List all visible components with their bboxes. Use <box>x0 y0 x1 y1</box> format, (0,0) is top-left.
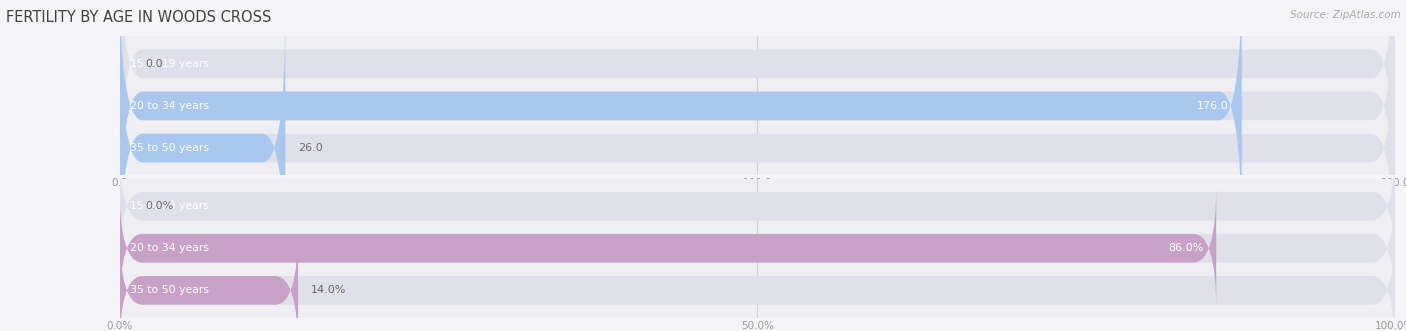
Text: 0.0: 0.0 <box>145 59 163 69</box>
FancyBboxPatch shape <box>120 0 1241 243</box>
Text: Source: ZipAtlas.com: Source: ZipAtlas.com <box>1289 10 1400 20</box>
FancyBboxPatch shape <box>120 229 1395 331</box>
Text: 14.0%: 14.0% <box>311 285 346 295</box>
Text: 15 to 19 years: 15 to 19 years <box>129 201 208 211</box>
Text: 176.0: 176.0 <box>1198 101 1229 111</box>
Text: 15 to 19 years: 15 to 19 years <box>129 59 208 69</box>
FancyBboxPatch shape <box>120 11 285 285</box>
Text: 20 to 34 years: 20 to 34 years <box>129 101 208 111</box>
Text: 0.0%: 0.0% <box>145 201 173 211</box>
FancyBboxPatch shape <box>120 187 1216 310</box>
FancyBboxPatch shape <box>120 187 1395 310</box>
FancyBboxPatch shape <box>120 0 1395 201</box>
FancyBboxPatch shape <box>120 145 1395 268</box>
FancyBboxPatch shape <box>120 0 1395 243</box>
FancyBboxPatch shape <box>120 11 1395 285</box>
Text: 20 to 34 years: 20 to 34 years <box>129 243 208 253</box>
Text: 35 to 50 years: 35 to 50 years <box>129 285 208 295</box>
Text: 35 to 50 years: 35 to 50 years <box>129 143 208 153</box>
Text: 26.0: 26.0 <box>298 143 323 153</box>
Text: 86.0%: 86.0% <box>1168 243 1204 253</box>
FancyBboxPatch shape <box>120 229 298 331</box>
Text: FERTILITY BY AGE IN WOODS CROSS: FERTILITY BY AGE IN WOODS CROSS <box>6 10 271 25</box>
